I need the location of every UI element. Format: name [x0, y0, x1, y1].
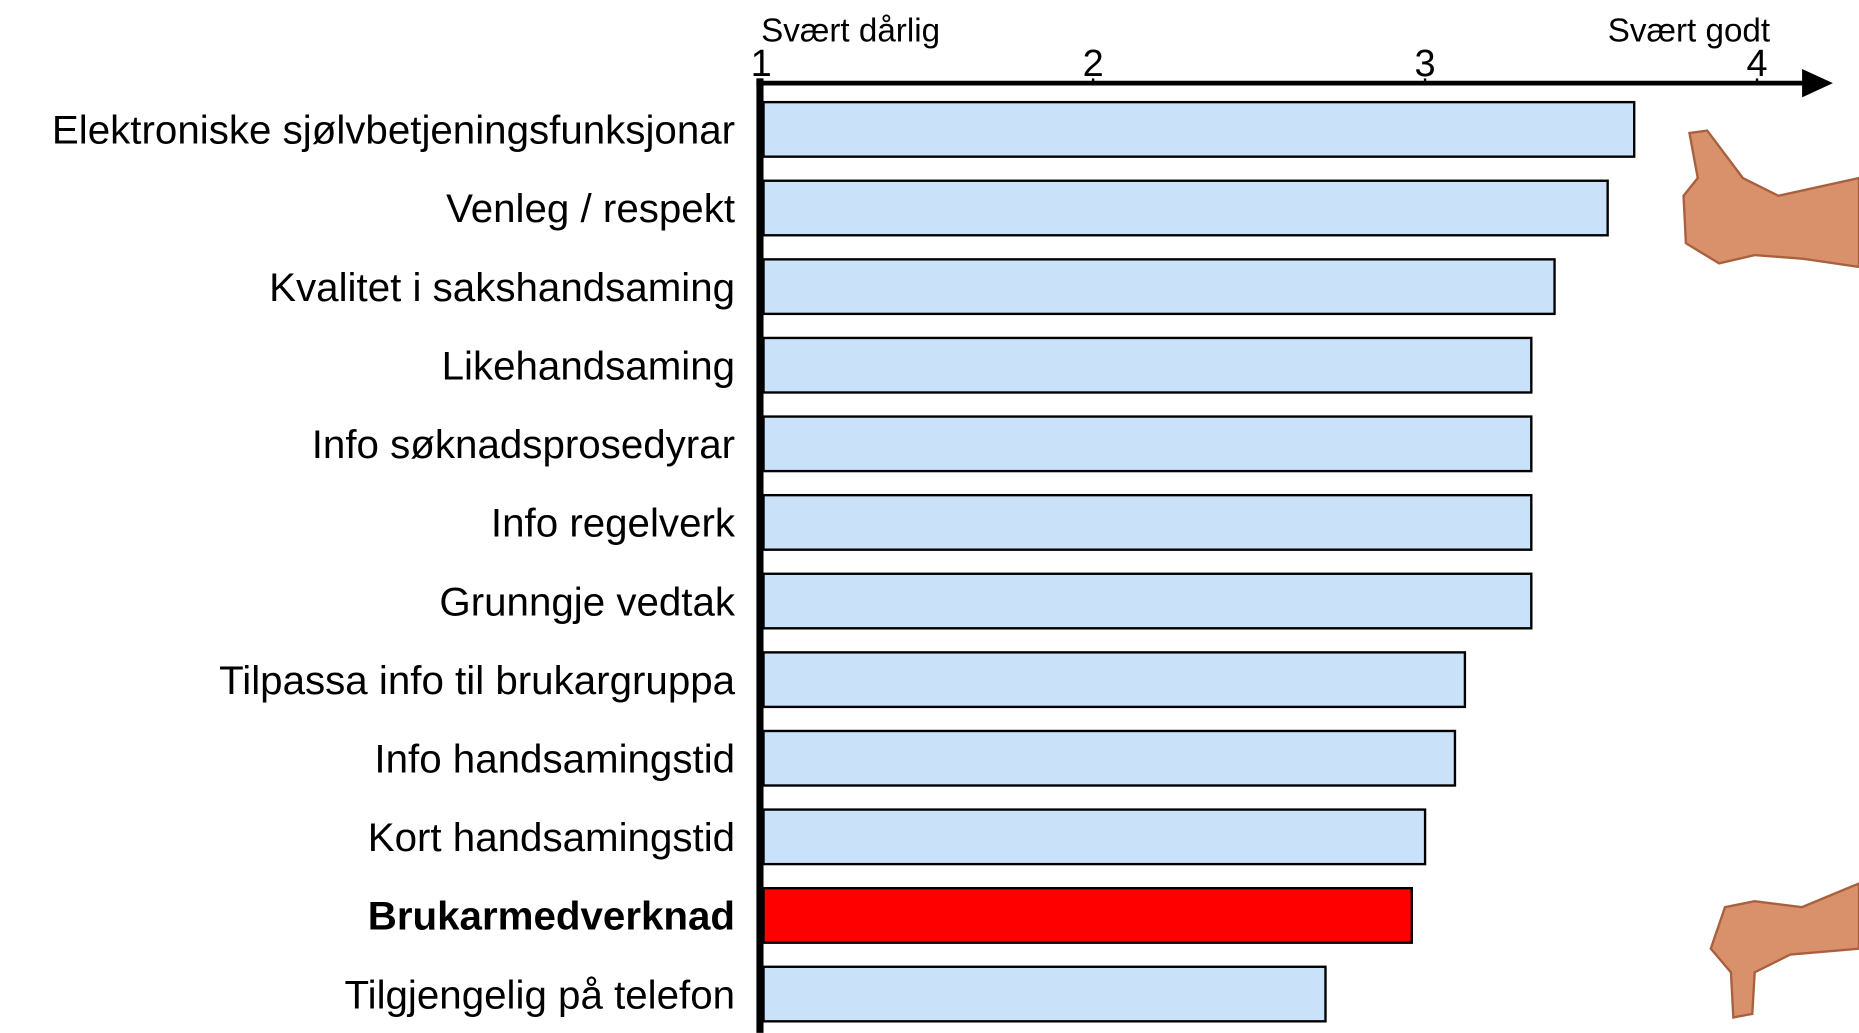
thumbs-up-icon: [1682, 129, 1859, 269]
category-label: Kvalitet i sakshandsaming: [269, 265, 735, 310]
bar: [762, 729, 1457, 787]
bar: [762, 336, 1533, 394]
category-label: Info søknadsprosedyrar: [312, 422, 735, 467]
category-label: Kort handsamingstid: [368, 815, 735, 860]
thumbs-down-icon: [1709, 882, 1859, 1019]
bar: [762, 808, 1427, 866]
bar: [762, 100, 1636, 158]
category-label: Tilpassa info til brukargruppa: [219, 658, 735, 703]
category-label: Brukarmedverknad: [368, 894, 735, 939]
x-tick-label: 2: [1083, 43, 1104, 85]
category-label: Info handsamingstid: [374, 736, 735, 781]
category-label: Tilgjengelig på telefon: [345, 972, 736, 1017]
x-axis-arrow: [1802, 68, 1833, 98]
bar: [762, 572, 1533, 630]
bar: [762, 179, 1609, 237]
bar: [762, 493, 1533, 551]
bar: [762, 886, 1413, 944]
category-label: Elektroniske sjølvbetjeningsfunksjonar: [52, 108, 735, 153]
category-label: Info regelverk: [491, 501, 736, 546]
x-tick-label: 4: [1746, 43, 1767, 85]
bar: [762, 258, 1556, 316]
category-label: Grunngje vedtak: [439, 579, 736, 624]
x-tick-label: 3: [1415, 43, 1436, 85]
x-tick-label: 1: [751, 43, 772, 85]
category-label: Likehandsaming: [442, 343, 735, 388]
bar: [762, 965, 1327, 1023]
annotation-left: Svært dårlig: [761, 13, 940, 50]
category-label: Venleg / respekt: [446, 186, 735, 231]
bar: [762, 415, 1533, 473]
annotation-right: Svært godt: [1608, 13, 1770, 50]
bar: [762, 651, 1467, 709]
